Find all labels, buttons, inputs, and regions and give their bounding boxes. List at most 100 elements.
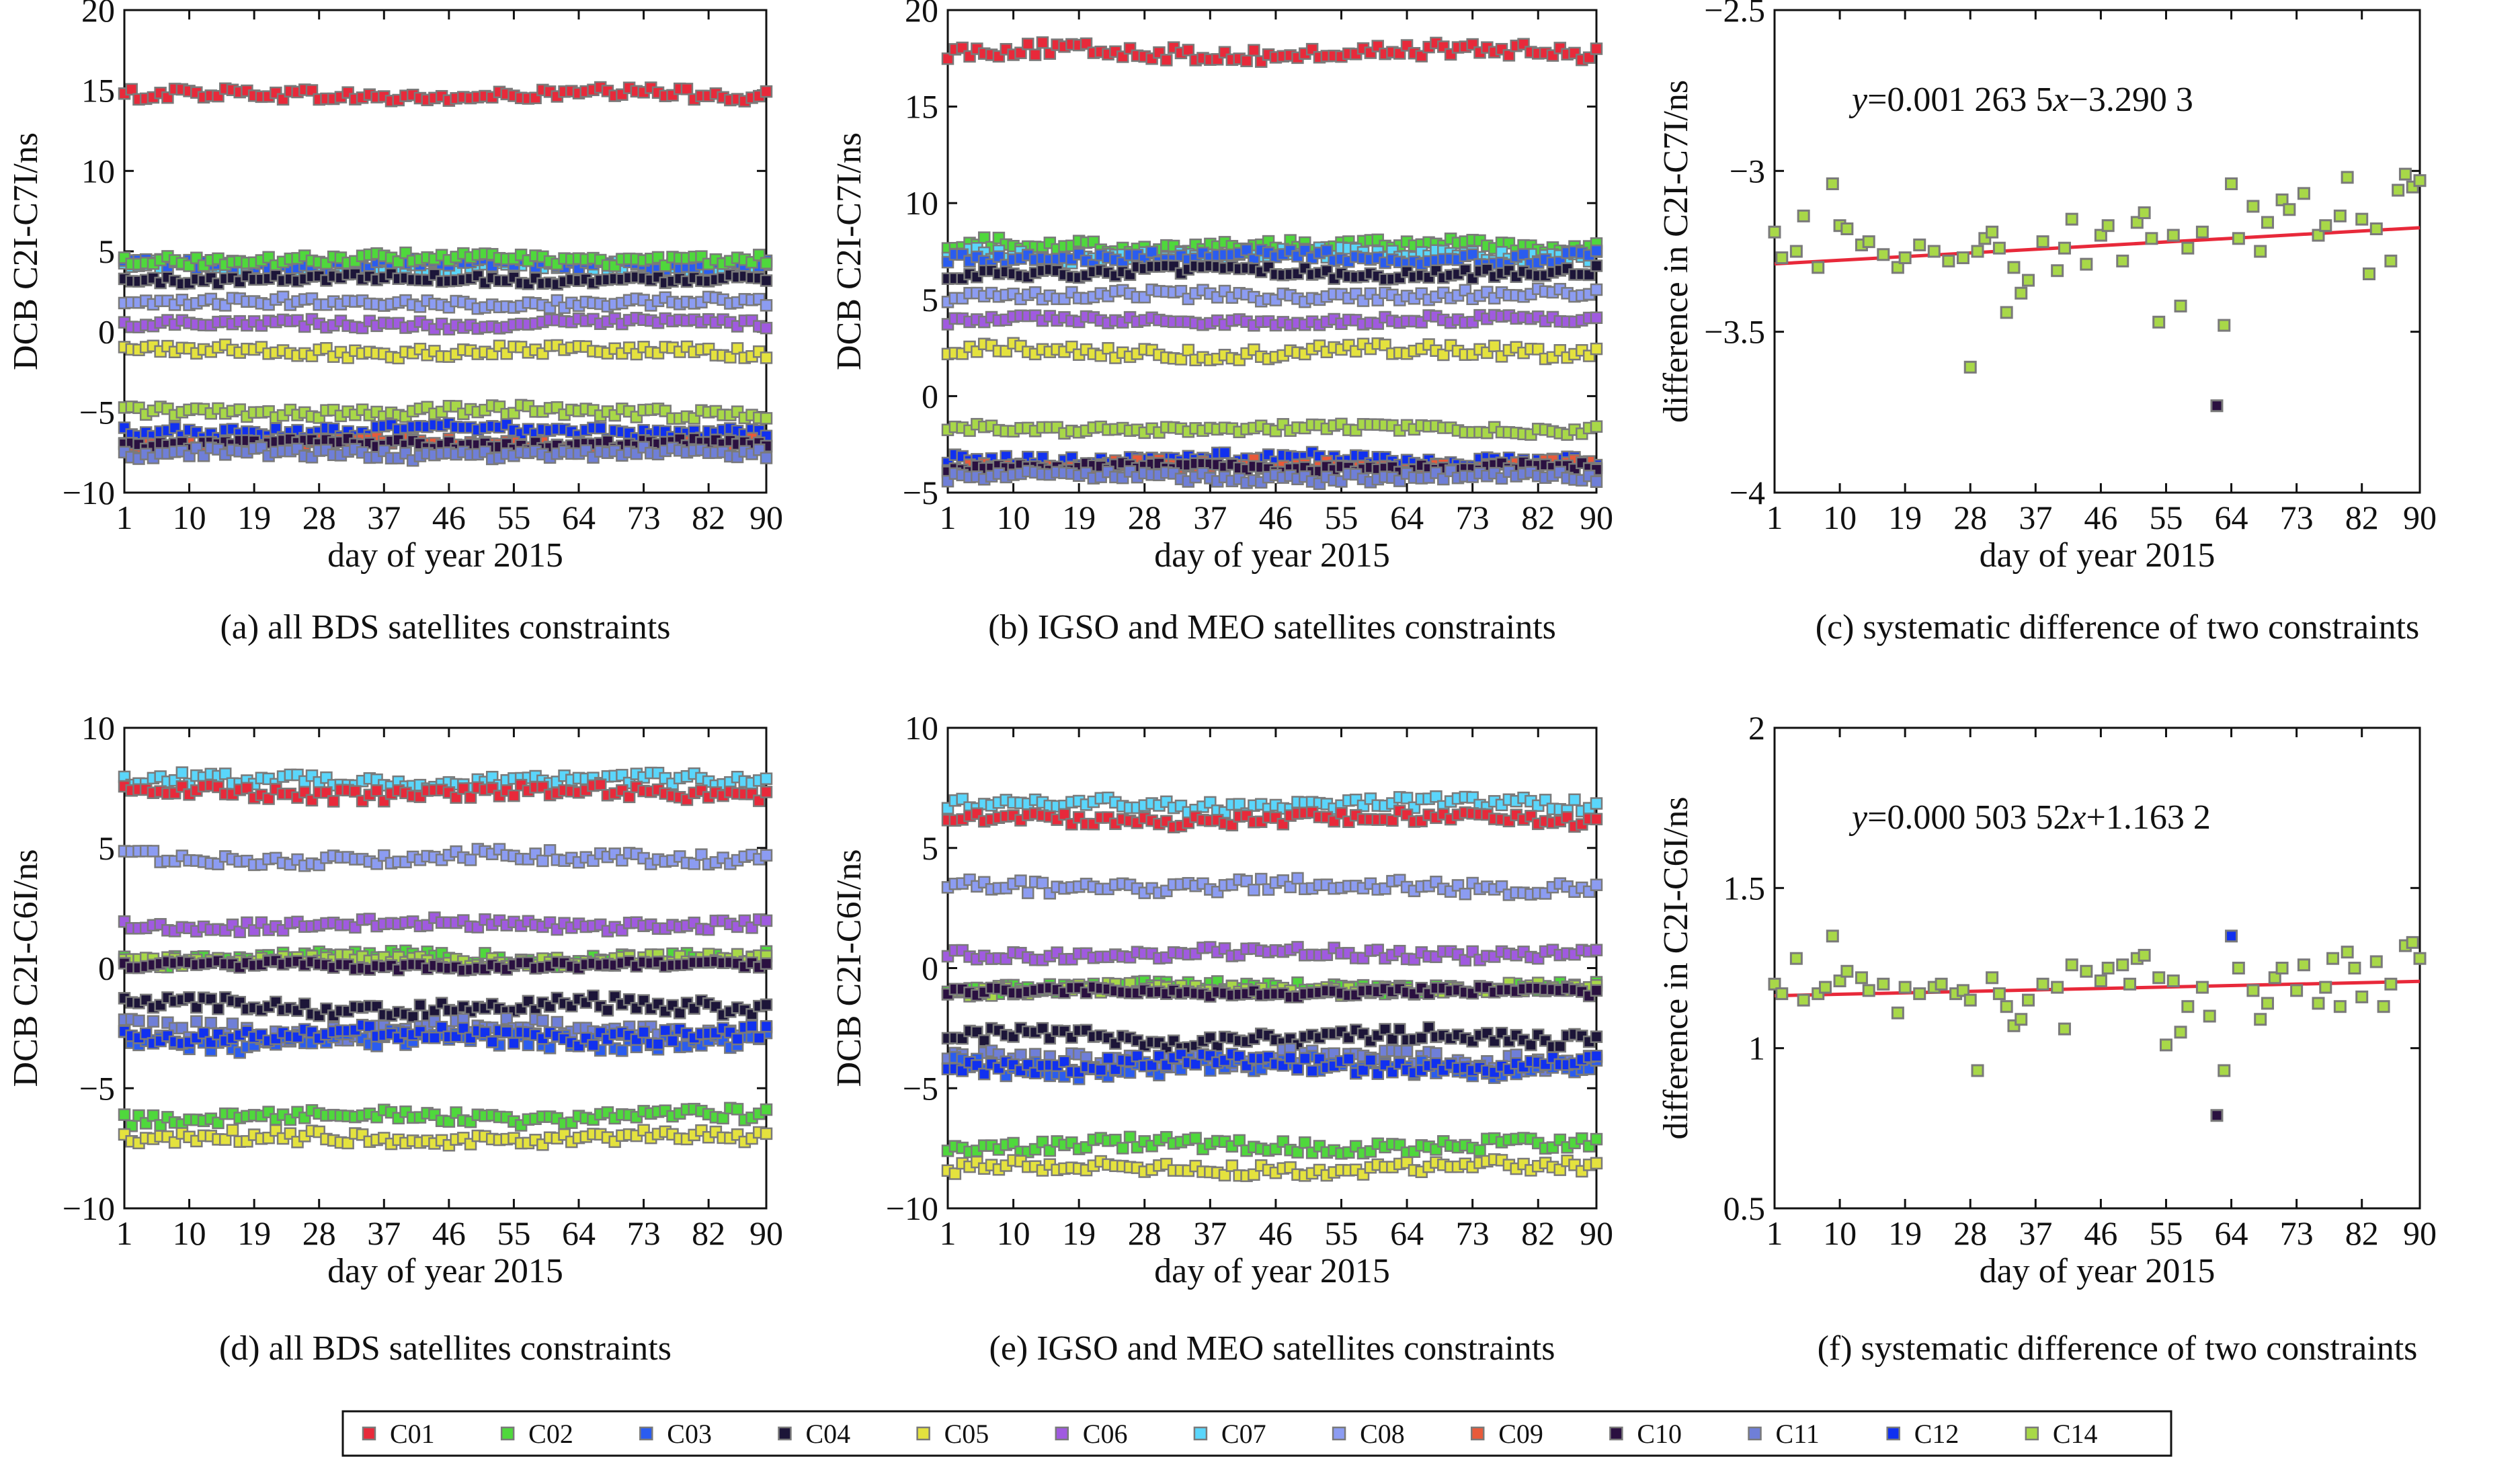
data-point-C12: [1218, 446, 1231, 459]
data-point-C12: [500, 1026, 513, 1038]
data-point-C02: [760, 257, 773, 269]
data-point: [2166, 228, 2180, 242]
data-point: [2195, 225, 2209, 239]
data-point: [1862, 235, 1875, 249]
data-point: [1826, 177, 1839, 190]
data-point: [2355, 212, 2369, 226]
data-point: [2232, 232, 2245, 245]
series-C01: [118, 81, 773, 108]
data-point-C08: [1014, 874, 1027, 887]
data-point-C04: [673, 1007, 686, 1019]
data-point: [1812, 261, 1825, 274]
data-point-C12: [637, 1026, 650, 1039]
data-point-C08: [760, 849, 773, 862]
data-point-C02: [1116, 1142, 1129, 1155]
data-point: [1789, 245, 1803, 258]
y-axis-label: DCB C2I-C7I/ns: [830, 132, 868, 370]
data-point-C12: [1131, 1050, 1144, 1063]
x-tick-label: 1: [116, 499, 133, 536]
data-point-C11: [1590, 475, 1603, 488]
series-C04: [118, 267, 773, 291]
data-point-C02: [118, 1108, 131, 1121]
x-tick-label: 55: [497, 1214, 530, 1252]
data-point: [2051, 264, 2064, 278]
x-tick-label: 64: [562, 499, 596, 536]
data-point-C11: [536, 1014, 549, 1028]
data-point: [2015, 286, 2028, 300]
data-point-C08: [147, 845, 160, 858]
data-point: [1956, 251, 1969, 265]
x-tick-label: 46: [432, 499, 466, 536]
panel-caption: (d) all BDS satellites constraints: [219, 1329, 672, 1368]
x-tick-label: 82: [692, 1214, 725, 1252]
data-point: [1913, 238, 1926, 251]
data-point-C04: [1036, 1022, 1049, 1035]
x-tick-label: 73: [1456, 1214, 1490, 1252]
data-point: [2181, 241, 2195, 255]
data-point-C12: [1284, 1051, 1297, 1065]
x-tick-label: 73: [627, 499, 661, 536]
data-point: [1927, 245, 1941, 258]
data-point-C01: [1022, 38, 1034, 50]
data-point: [2101, 219, 2115, 233]
data-point-C12: [1305, 1065, 1319, 1077]
data-point: [1898, 251, 1912, 265]
data-point-C11: [147, 1015, 160, 1028]
y-tick-label: −3.5: [1704, 313, 1765, 351]
data-point-C12: [760, 1019, 773, 1033]
y-tick-label: 10: [81, 152, 115, 190]
data-point-C04: [413, 999, 427, 1011]
x-tick-label: 10: [173, 499, 206, 536]
data-point-C12: [507, 1037, 520, 1050]
data-point-C12: [731, 1032, 744, 1046]
x-tick-label: 46: [432, 1214, 466, 1252]
y-tick-label: −5: [903, 474, 938, 511]
data-point-C02: [760, 1103, 773, 1116]
x-tick-label: 10: [173, 1214, 206, 1252]
x-tick-label: 10: [997, 499, 1030, 536]
data-point-C01: [464, 791, 477, 804]
data-point: [2174, 299, 2187, 313]
data-point-C12: [659, 1024, 672, 1037]
outlier-point: [2210, 399, 2224, 413]
data-point-C12: [594, 421, 607, 435]
data-point-C04: [212, 1002, 225, 1015]
data-point-C04: [760, 274, 773, 287]
x-axis-label: day of year 2015: [327, 1252, 563, 1290]
series-C02: [118, 246, 773, 272]
x-tick-label: 46: [1259, 1214, 1293, 1252]
x-tick-label: 55: [1325, 1214, 1358, 1252]
data-point-C08: [1254, 872, 1268, 886]
x-tick-label: 1: [116, 1214, 133, 1252]
data-point: [2398, 167, 2412, 181]
data-point-C12: [1299, 1052, 1311, 1065]
data-point-C01: [1160, 54, 1173, 67]
data-point-C02: [1299, 1136, 1311, 1149]
data-point-C05: [1488, 339, 1501, 352]
data-point: [2413, 174, 2427, 188]
data-point-C08: [1036, 876, 1049, 890]
data-point-C01: [1590, 42, 1603, 55]
data-point-C10: [1590, 984, 1603, 997]
x-tick-label: 19: [1062, 1214, 1096, 1252]
data-point: [1840, 222, 1854, 235]
data-point-C01: [1240, 54, 1253, 67]
y-tick-label: 20: [905, 0, 938, 29]
data-point-C01: [507, 789, 520, 802]
data-point-C12: [1342, 1052, 1355, 1065]
x-tick-label: 37: [367, 499, 401, 536]
data-point-C04: [1525, 1038, 1537, 1052]
x-tick-label: 90: [1580, 1214, 1613, 1252]
data-point-C11: [1400, 1044, 1414, 1058]
data-point-C10: [760, 957, 773, 970]
data-point: [2392, 183, 2405, 197]
panel-caption: (a) all BDS satellites constraints: [220, 608, 670, 647]
x-tick-label: 90: [2403, 499, 2437, 536]
data-point: [2036, 235, 2049, 249]
data-point-C04: [1590, 259, 1603, 272]
regression-equation: y=0.001 263 5x−3.290 3: [1848, 81, 2193, 119]
x-tick-label: 37: [1193, 1214, 1227, 1252]
data-point-C12: [1058, 1055, 1071, 1069]
